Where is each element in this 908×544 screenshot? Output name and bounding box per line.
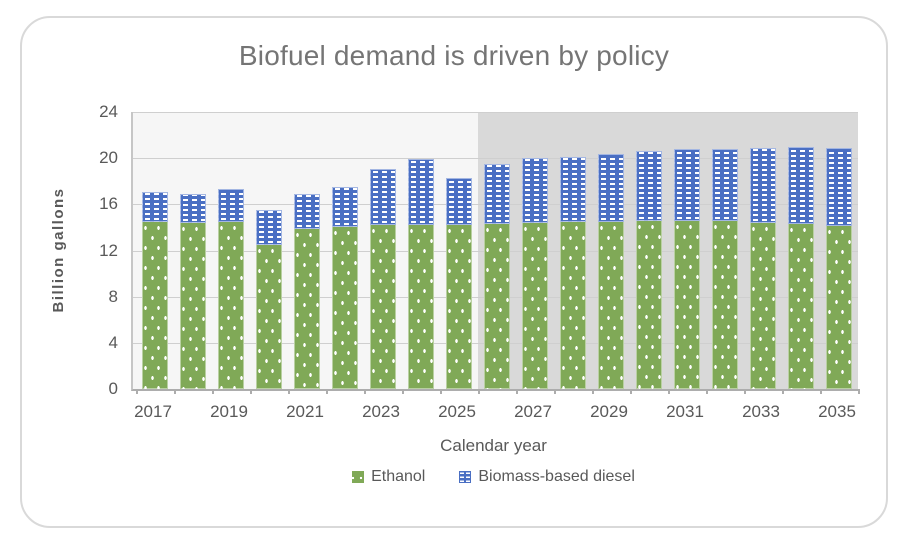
x-axis-tick: [782, 389, 784, 394]
plot-area: [131, 112, 860, 394]
bar-diesel-2021: [294, 193, 320, 229]
x-axis-tick: [212, 389, 214, 394]
bar-ethanol-2020: [256, 244, 282, 389]
x-tick-label-2029: 2029: [590, 402, 628, 421]
bar-diesel-2026: [484, 163, 510, 224]
x-tick-label-2033: 2033: [742, 402, 780, 421]
bar-ethanol-2025: [446, 225, 472, 389]
bar-ethanol-2031: [674, 220, 700, 389]
x-tick-label-2031: 2031: [666, 402, 704, 421]
x-axis-tick: [136, 389, 138, 394]
legend-item-ethanol: Ethanol: [352, 468, 425, 486]
bar-ethanol-2033: [750, 222, 776, 389]
bar-ethanol-2028: [560, 221, 586, 389]
bar-ethanol-2023: [370, 225, 396, 389]
bar-ethanol-2027: [522, 222, 548, 389]
legend-item-diesel: Biomass-based diesel: [459, 468, 635, 486]
x-axis-tick: [364, 389, 366, 394]
bar-diesel-2020: [256, 210, 282, 245]
x-axis-tick: [288, 389, 290, 394]
y-tick-label-8: 8: [108, 286, 118, 306]
x-axis-tick: [706, 389, 708, 394]
y-tick-label-4: 4: [108, 332, 118, 352]
x-tick-label-2019: 2019: [210, 402, 248, 421]
y-tick-label-16: 16: [99, 194, 118, 214]
bar-ethanol-2017: [142, 221, 168, 389]
x-axis-tick: [630, 389, 632, 394]
gridline-20: [133, 158, 858, 160]
bar-ethanol-2019: [218, 221, 244, 389]
bar-ethanol-2032: [712, 220, 738, 389]
legend-label: Ethanol: [371, 468, 426, 485]
bar-diesel-2027: [522, 158, 548, 223]
x-tick-label-2023: 2023: [362, 402, 400, 421]
bar-diesel-2034: [788, 146, 814, 224]
x-axis-tick: [668, 389, 670, 394]
bar-diesel-2035: [826, 147, 852, 227]
diesel-swatch-icon: [459, 471, 472, 483]
x-tick-label-2017: 2017: [134, 402, 172, 421]
bar-ethanol-2022: [332, 227, 358, 389]
x-tick-label-2035: 2035: [818, 402, 856, 421]
y-tick-label-12: 12: [99, 240, 118, 260]
bar-ethanol-2024: [408, 225, 434, 389]
bar-ethanol-2030: [636, 220, 662, 389]
x-axis-tick: [516, 389, 518, 394]
bar-ethanol-2034: [788, 223, 814, 389]
legend: Ethanol Biomass-based diesel: [131, 468, 856, 486]
chart-title: Biofuel demand is driven by policy: [238, 40, 670, 71]
x-axis-tick: [402, 389, 404, 394]
bar-diesel-2029: [598, 153, 624, 222]
x-tick-label-2025: 2025: [438, 402, 476, 421]
x-axis-tick: [250, 389, 252, 394]
bar-diesel-2033: [750, 147, 776, 223]
y-tick-label-24: 24: [99, 102, 118, 121]
bar-ethanol-2029: [598, 221, 624, 389]
x-axis-tick: [174, 389, 176, 394]
x-tick-label-2027: 2027: [514, 402, 552, 421]
bar-ethanol-2026: [484, 223, 510, 389]
x-axis-tick: [478, 389, 480, 394]
bar-diesel-2018: [180, 193, 206, 223]
bar-ethanol-2018: [180, 222, 206, 389]
gridline-24: [133, 112, 858, 113]
bar-diesel-2022: [332, 187, 358, 228]
x-tick-label-2021: 2021: [286, 402, 324, 421]
x-axis-tick: [326, 389, 328, 394]
x-axis-title: Calendar year: [440, 436, 547, 455]
bar-diesel-2031: [674, 148, 700, 221]
bar-diesel-2028: [560, 157, 586, 222]
x-axis-tick: [858, 389, 860, 394]
bar-diesel-2032: [712, 148, 738, 221]
bar-ethanol-2021: [294, 228, 320, 389]
bar-diesel-2030: [636, 151, 662, 221]
bar-diesel-2024: [408, 159, 434, 226]
ethanol-swatch-icon: [352, 471, 365, 483]
y-tick-label-20: 20: [99, 148, 118, 168]
bar-ethanol-2035: [826, 226, 852, 389]
y-tick-label-0: 0: [108, 379, 118, 398]
x-axis-tick: [744, 389, 746, 394]
x-axis-tick: [592, 389, 594, 394]
bar-diesel-2023: [370, 168, 396, 226]
x-axis-tick: [820, 389, 822, 394]
x-axis-tick: [440, 389, 442, 394]
bar-diesel-2017: [142, 191, 168, 222]
bar-diesel-2025: [446, 177, 472, 226]
bar-diesel-2019: [218, 189, 244, 222]
legend-label: Biomass-based diesel: [478, 468, 635, 485]
x-axis-tick: [554, 389, 556, 394]
